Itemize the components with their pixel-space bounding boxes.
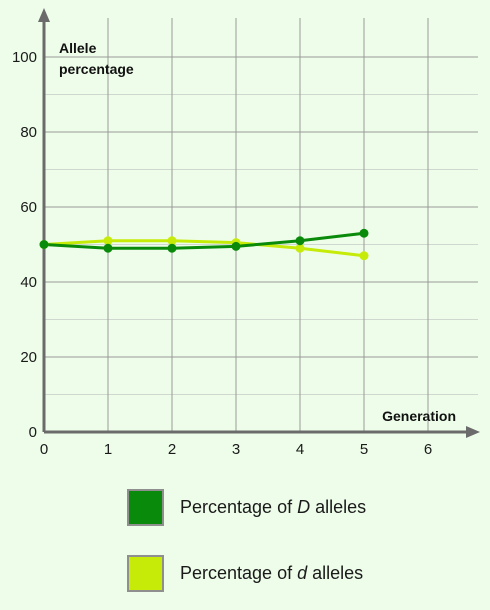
series-line-D — [43, 231, 365, 250]
x-tick-label: 2 — [168, 441, 176, 458]
y-axis-title-line-1: Allele — [59, 40, 97, 56]
x-tick-label: 5 — [360, 441, 368, 458]
data-point-D — [359, 228, 369, 238]
data-point-d — [167, 236, 177, 246]
data-point-d — [295, 243, 305, 253]
axes — [38, 8, 480, 438]
x-tick-label: 6 — [424, 441, 432, 458]
data-point-D — [39, 240, 49, 249]
y-axis-title-line-2: percentage — [59, 61, 134, 77]
data-point-D — [295, 236, 305, 246]
data-point-d — [359, 251, 369, 261]
x-axis-title: Generation — [382, 408, 456, 424]
series-line-d — [43, 239, 365, 258]
y-axis-arrow — [38, 8, 50, 22]
y-tick-label: 0 — [29, 424, 37, 441]
legend: Percentage of D alleles Percentage of d a… — [127, 489, 366, 592]
tick-labels: 0 20 40 60 80 100 0 1 2 3 4 5 6 — [12, 49, 432, 458]
x-tick-label: 4 — [296, 441, 304, 458]
y-tick-label: 20 — [20, 349, 37, 366]
x-tick-label: 0 — [40, 441, 48, 458]
series-points — [39, 228, 369, 261]
major-grid — [44, 18, 478, 432]
y-tick-label: 100 — [12, 49, 37, 66]
legend-swatch-D — [127, 489, 164, 526]
legend-swatch-d — [127, 555, 164, 592]
series-lines — [43, 231, 365, 258]
x-tick-label: 3 — [232, 441, 240, 458]
data-point-D — [103, 243, 113, 253]
data-point-D — [231, 241, 241, 251]
x-tick-label: 1 — [104, 441, 112, 458]
y-tick-label: 80 — [20, 124, 37, 141]
data-point-D — [167, 243, 177, 253]
legend-label-D: Percentage of D alleles — [180, 497, 366, 517]
x-axis-arrow — [466, 426, 480, 438]
data-point-d — [103, 236, 113, 246]
y-tick-label: 60 — [20, 199, 37, 216]
legend-label-d: Percentage of d alleles — [180, 563, 363, 583]
y-tick-label: 40 — [20, 274, 37, 291]
